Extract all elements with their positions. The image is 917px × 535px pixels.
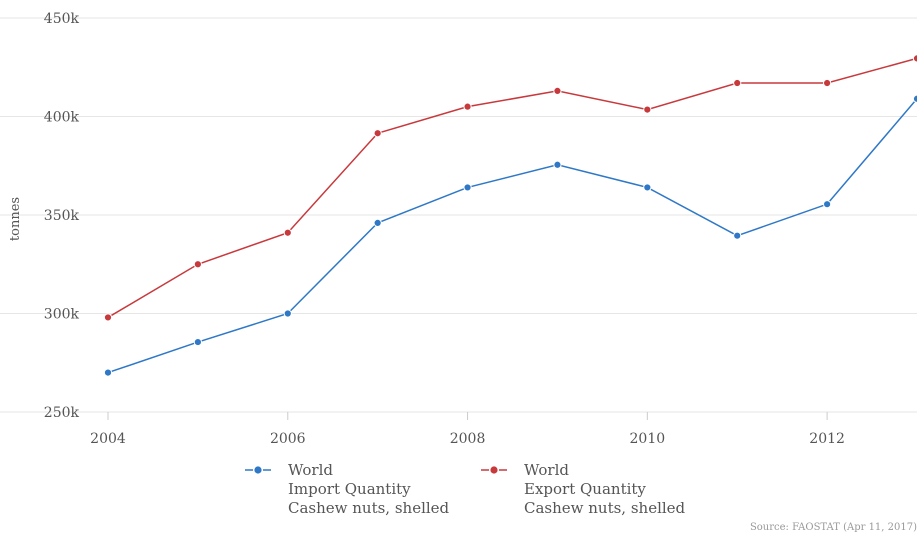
data-point[interactable] xyxy=(912,54,917,63)
x-axis: 2004 2006 2008 2010 2012 xyxy=(90,412,845,447)
series-2 xyxy=(103,54,917,322)
series-line xyxy=(107,57,917,319)
y-tick-label: 450k xyxy=(44,11,80,27)
data-point[interactable] xyxy=(193,260,202,269)
data-point[interactable] xyxy=(912,94,917,103)
data-point[interactable] xyxy=(553,86,562,95)
series-1 xyxy=(103,94,917,377)
data-point[interactable] xyxy=(193,337,202,347)
legend-marker xyxy=(490,466,498,474)
legend-label: World xyxy=(288,461,333,479)
y-tick-label: 400k xyxy=(44,110,80,126)
legend-label: World xyxy=(524,461,569,479)
x-tick-label: 2012 xyxy=(809,431,845,447)
x-tick-label: 2004 xyxy=(90,431,126,447)
data-point[interactable] xyxy=(283,228,292,237)
data-point[interactable] xyxy=(463,102,472,111)
x-tick-label: 2010 xyxy=(630,431,666,447)
y-axis-title: tonnes xyxy=(8,197,23,241)
grid xyxy=(0,17,917,413)
data-point[interactable] xyxy=(103,368,113,377)
data-point[interactable] xyxy=(283,309,292,318)
data-point[interactable] xyxy=(463,183,472,192)
data-point[interactable] xyxy=(373,218,382,227)
data-point[interactable] xyxy=(643,183,652,192)
y-tick-label: 300k xyxy=(44,307,80,323)
y-tick-label: 250k xyxy=(44,405,80,421)
data-point[interactable] xyxy=(733,78,742,88)
data-point[interactable] xyxy=(733,231,742,240)
legend-marker xyxy=(254,466,262,474)
series-line xyxy=(107,98,917,374)
legend-label: Export Quantity xyxy=(524,480,646,498)
legend-label: Cashew nuts, shelled xyxy=(524,499,686,517)
data-point[interactable] xyxy=(643,105,652,114)
y-tick-label: 350k xyxy=(44,208,80,224)
data-point[interactable] xyxy=(553,160,562,169)
x-tick-label: 2008 xyxy=(450,431,486,447)
legend-label: Cashew nuts, shelled xyxy=(288,499,450,517)
y-axis-ticks: 250k 300k 350k 400k 450k xyxy=(44,11,80,421)
legend-label: Import Quantity xyxy=(288,480,411,498)
data-point[interactable] xyxy=(103,313,113,322)
source-note: Source: FAOSTAT (Apr 11, 2017) xyxy=(750,522,917,533)
data-point[interactable] xyxy=(823,200,832,209)
data-point[interactable] xyxy=(373,129,382,138)
x-tick-label: 2006 xyxy=(270,431,306,447)
series-group xyxy=(103,54,917,377)
data-point[interactable] xyxy=(823,78,832,88)
